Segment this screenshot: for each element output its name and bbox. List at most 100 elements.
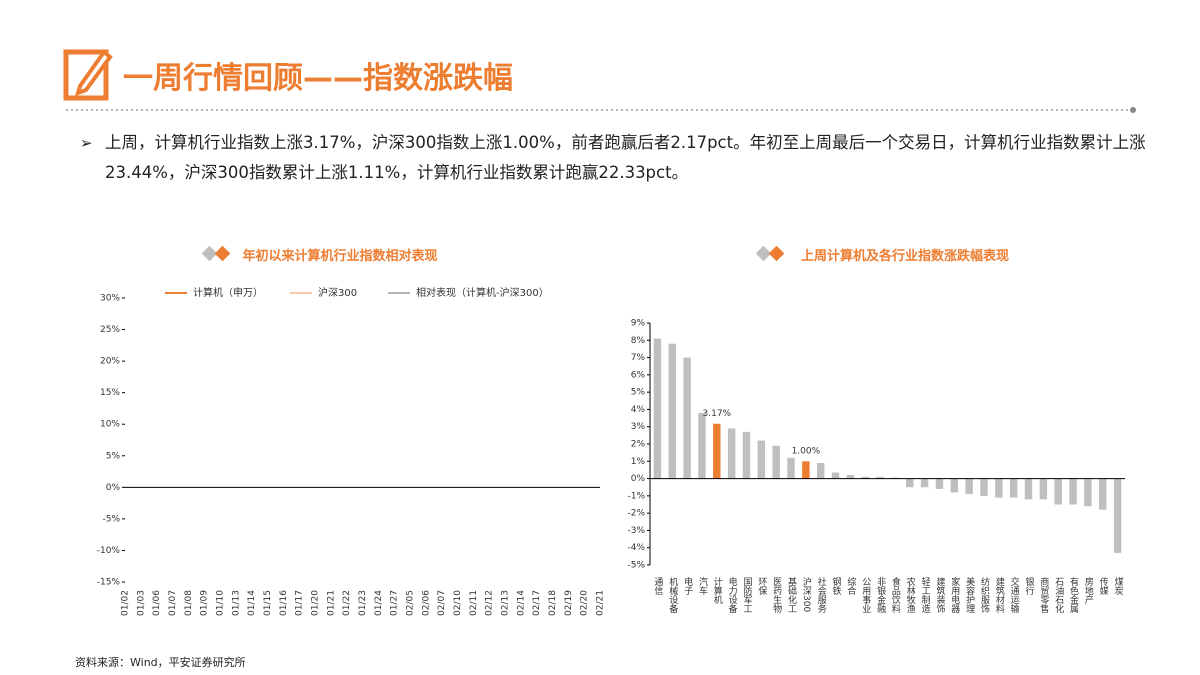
y-tick-label: -2% bbox=[627, 509, 645, 519]
x-tick-label: 01/22 bbox=[342, 590, 352, 616]
x-tick-label: 02/18 bbox=[548, 590, 558, 616]
y-tick-label: 25% bbox=[100, 325, 120, 335]
y-tick-label: 3% bbox=[631, 422, 646, 432]
x-tick-label: 02/07 bbox=[437, 590, 447, 616]
x-tick-label: 通信 bbox=[652, 577, 663, 596]
x-tick-label: 02/17 bbox=[532, 590, 542, 616]
x-tick-label: 非银金融 bbox=[875, 576, 886, 614]
x-tick-label: 房地产 bbox=[1083, 576, 1094, 605]
chart2-title-icon bbox=[755, 245, 785, 262]
x-tick-label: 01/24 bbox=[374, 590, 384, 616]
x-tick-label: 传媒 bbox=[1098, 576, 1109, 596]
value-label: 1.00% bbox=[792, 446, 821, 456]
chart-title: 上周计算机及各行业指数涨跌幅表现 bbox=[801, 248, 1009, 264]
bar bbox=[1024, 478, 1033, 500]
x-tick-label: 02/20 bbox=[580, 590, 590, 616]
divider-dot bbox=[1130, 107, 1136, 113]
x-tick-label: 银行 bbox=[1024, 576, 1035, 596]
bar bbox=[816, 463, 825, 479]
x-tick-label: 01/14 bbox=[247, 590, 257, 616]
x-tick-label: 商贸零售 bbox=[1038, 576, 1049, 614]
y-tick-label: -5% bbox=[102, 514, 120, 524]
x-tick-label: 02/12 bbox=[485, 590, 495, 616]
x-tick-label: 有色金属 bbox=[1068, 576, 1079, 614]
x-tick-label: 01/13 bbox=[231, 590, 241, 616]
x-tick-label: 02/21 bbox=[596, 590, 606, 616]
bar bbox=[668, 343, 676, 479]
x-tick-label: 建筑装饰 bbox=[934, 576, 945, 614]
bar bbox=[1054, 478, 1062, 505]
x-tick-label: 环保 bbox=[756, 577, 767, 596]
x-tick-label: 轻工制造 bbox=[920, 576, 931, 614]
x-tick-label: 01/15 bbox=[263, 590, 273, 616]
bar bbox=[1039, 478, 1048, 500]
x-tick-label: 交通运输 bbox=[1009, 576, 1020, 614]
x-tick-label: 01/10 bbox=[216, 590, 226, 616]
x-tick-label: 纺织服饰 bbox=[979, 576, 990, 614]
x-tick-label: 石油石化 bbox=[1053, 577, 1064, 614]
x-tick-label: 01/07 bbox=[168, 590, 178, 616]
x-tick-label: 01/16 bbox=[279, 590, 289, 616]
y-tick-label: -5% bbox=[627, 561, 645, 571]
bar bbox=[1069, 478, 1077, 505]
x-tick-label: 农林牧渔 bbox=[905, 576, 916, 613]
y-tick-label: 0% bbox=[631, 474, 646, 484]
bar bbox=[950, 478, 959, 493]
chart-title: 年初以来计算机行业指数相对表现 bbox=[242, 248, 437, 264]
x-tick-label: 02/06 bbox=[421, 590, 431, 616]
x-tick-label: 01/09 bbox=[200, 590, 210, 616]
x-tick-label: 煤炭 bbox=[1113, 576, 1124, 596]
bar bbox=[980, 478, 988, 496]
legend-label: 相对表现（计算机-沪深300） bbox=[416, 286, 549, 299]
x-tick-label: 医药生物 bbox=[771, 577, 782, 614]
x-tick-label: 钢铁 bbox=[831, 576, 842, 596]
bar bbox=[935, 478, 944, 489]
y-tick-label: 8% bbox=[631, 336, 646, 346]
x-tick-label: 01/08 bbox=[184, 590, 194, 616]
x-tick-label: 国防军工 bbox=[741, 577, 752, 613]
y-tick-label: 5% bbox=[106, 451, 121, 461]
bar bbox=[683, 357, 691, 479]
bar bbox=[846, 475, 855, 479]
y-tick-label: 6% bbox=[631, 370, 646, 380]
x-tick-label: 01/21 bbox=[326, 590, 336, 616]
y-tick-label: 15% bbox=[100, 388, 120, 398]
y-tick-label: 20% bbox=[100, 357, 120, 367]
y-tick-label: 9% bbox=[631, 319, 646, 329]
x-tick-label: 社会服务 bbox=[816, 576, 827, 614]
x-tick-label: 基础化工 bbox=[786, 576, 797, 613]
x-tick-label: 01/03 bbox=[136, 590, 146, 616]
x-tick-label: 01/02 bbox=[121, 590, 131, 616]
x-tick-label: 计算机 bbox=[712, 576, 723, 605]
x-tick-label: 电子 bbox=[682, 576, 693, 595]
bar bbox=[876, 476, 884, 479]
bar bbox=[742, 431, 751, 479]
bullet-text: 上周，计算机行业指数上涨3.17%，沪深300指数上涨1.00%，前者跑赢后者2… bbox=[105, 133, 1146, 182]
x-tick-label: 02/11 bbox=[469, 590, 479, 616]
x-tick-label: 家用电器 bbox=[949, 576, 960, 613]
x-tick-label: 电力设备 bbox=[727, 576, 738, 613]
x-tick-label: 02/10 bbox=[453, 590, 463, 616]
bullet-marker: ➢ bbox=[80, 134, 93, 152]
y-tick-label: -10% bbox=[97, 546, 121, 556]
bar bbox=[995, 478, 1003, 498]
x-tick-label: 建筑材料 bbox=[994, 576, 1005, 614]
bar bbox=[1113, 478, 1122, 553]
x-tick-label: 01/20 bbox=[311, 590, 321, 616]
legend-label: 沪深300 bbox=[318, 286, 357, 299]
bar bbox=[1009, 478, 1018, 498]
y-tick-label: -4% bbox=[627, 543, 645, 553]
x-tick-label: 01/23 bbox=[358, 590, 368, 616]
x-tick-label: 02/05 bbox=[406, 590, 416, 616]
x-tick-label: 公用事业 bbox=[860, 577, 871, 613]
bar bbox=[861, 476, 869, 479]
y-tick-label: 5% bbox=[631, 388, 646, 398]
y-tick-label: 7% bbox=[631, 353, 646, 363]
x-tick-label: 01/17 bbox=[295, 590, 305, 616]
y-tick-label: 10% bbox=[100, 420, 120, 430]
bar bbox=[920, 478, 929, 488]
y-tick-label: 2% bbox=[631, 440, 646, 450]
x-tick-label: 食品饮料 bbox=[890, 576, 901, 614]
x-tick-label: 02/13 bbox=[501, 590, 511, 616]
